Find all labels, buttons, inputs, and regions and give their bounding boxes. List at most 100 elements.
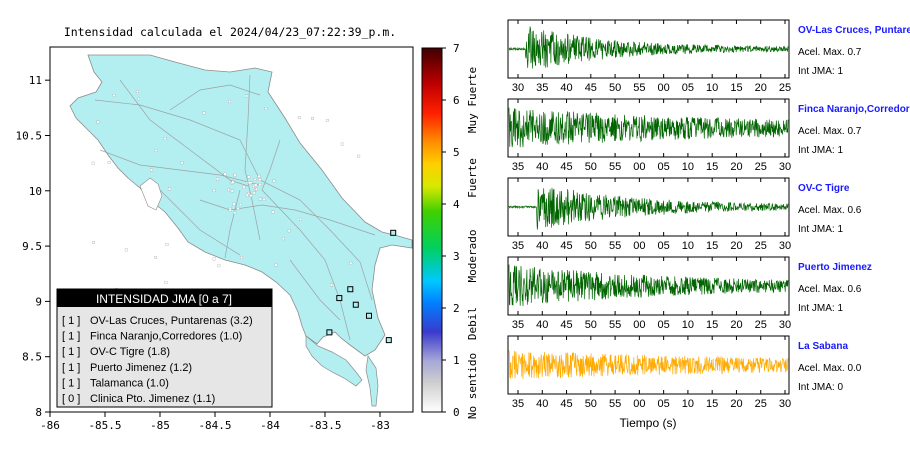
- time-tick-label: 40: [536, 319, 548, 331]
- time-tick-label: 25: [755, 398, 767, 410]
- town-dot: [258, 183, 262, 186]
- time-tick-label: 00: [633, 161, 645, 173]
- town-dot: [217, 264, 221, 268]
- waveform-panel: 35 40 45 50 55 00 05 10 15 20 25 30 Puerto Jimenez Ac…: [507, 256, 872, 331]
- town-dot: [272, 179, 276, 183]
- time-tick-label: 20: [730, 161, 742, 173]
- time-tick-label: 50: [585, 161, 597, 173]
- town-dot: [242, 185, 246, 189]
- town-dot: [349, 261, 353, 265]
- town-dot: [258, 197, 262, 201]
- colorbar-class-label: Moderado: [466, 230, 479, 283]
- town-dot: [91, 161, 95, 165]
- waveform-trace: [508, 26, 789, 69]
- town-dot: [297, 116, 301, 120]
- town-dot: [287, 229, 291, 233]
- town-dot: [239, 203, 242, 206]
- lat-tick-label: 11: [29, 74, 42, 87]
- legend-station-label: Talamanca (1.0): [90, 377, 169, 389]
- town-dot: [330, 283, 333, 287]
- town-dot: [231, 180, 235, 184]
- time-tick-label: 20: [730, 319, 742, 331]
- colorbar-tick-label: 5: [453, 146, 460, 159]
- station-marker: [385, 337, 392, 344]
- time-tick-label: 00: [633, 398, 645, 410]
- time-tick-label: 55: [609, 240, 621, 252]
- time-tick-label: 20: [730, 240, 742, 252]
- time-tick-label: 35: [536, 82, 548, 94]
- town-dot: [233, 211, 237, 215]
- lat-tick-label: 9.5: [22, 240, 42, 253]
- station-markers: [326, 229, 397, 344]
- time-tick-label: 10: [682, 398, 694, 410]
- town-dot: [253, 178, 257, 181]
- time-tick-label: 30: [779, 398, 791, 410]
- town-dot: [154, 255, 158, 259]
- time-tick-label: 10: [706, 82, 718, 94]
- time-tick-label: 25: [755, 240, 767, 252]
- town-dot: [135, 90, 139, 93]
- time-tick-label: 00: [633, 319, 645, 331]
- time-axis-label: Tiempo (s): [620, 416, 677, 430]
- town-dot: [228, 100, 231, 104]
- time-tick-label: 15: [706, 240, 718, 252]
- town-dot: [357, 154, 361, 158]
- legend-station-label: OV-Las Cruces, Puntarenas (3.2): [90, 315, 253, 327]
- colorbar-ticks: 0 1 2 3 4 5 6 7: [442, 42, 460, 419]
- time-tick-label: 45: [560, 398, 572, 410]
- waveform-panel: 35 40 45 50 55 00 05 10 15 20 25 30 OV-C Tigre Acel. …: [507, 177, 862, 252]
- waveform-trace: [508, 350, 789, 380]
- time-tick-label: 00: [633, 240, 645, 252]
- lon-tick-label: -84.5: [198, 419, 231, 432]
- station-marker: [390, 229, 397, 236]
- time-tick-label: 15: [706, 161, 718, 173]
- town-dot: [247, 175, 251, 179]
- lon-tick-label: -85.5: [88, 419, 121, 432]
- colorbar-class-label: Debil: [466, 307, 479, 340]
- lat-tick-label: 10.5: [16, 129, 43, 142]
- time-tick-label: 05: [658, 161, 670, 173]
- time-tick-label: 10: [682, 319, 694, 331]
- town-dot: [212, 189, 216, 192]
- time-tick-label: 55: [633, 82, 645, 94]
- waveform-panel: 35 40 45 50 55 00 05 10 15 20 25 30 La Sabana Acel. M…: [507, 335, 862, 410]
- time-tick-label: 45: [560, 240, 572, 252]
- colorbar-tick-label: 7: [453, 42, 460, 55]
- waveform-panel: 35 40 45 50 55 00 05 10 15 20 25 30 Finca Naranjo,Co…: [507, 98, 910, 173]
- town-dot: [107, 160, 111, 164]
- time-tick-label: 15: [706, 319, 718, 331]
- town-dot: [228, 208, 232, 212]
- town-dot: [257, 174, 261, 178]
- max-acceleration: Acel. Max. 0.6: [798, 205, 862, 216]
- station-marker: [366, 312, 372, 319]
- legend-jma-value: [ 1 ]: [62, 346, 80, 358]
- town-dot: [137, 97, 140, 101]
- town-dot: [92, 241, 96, 244]
- legend-jma-value: [ 1 ]: [62, 362, 80, 374]
- town-dot: [216, 177, 219, 181]
- legend-header: [57, 289, 272, 307]
- time-tick-label: 05: [682, 82, 694, 94]
- colorbar-scale: [421, 47, 443, 413]
- time-tick-label: 05: [658, 398, 670, 410]
- lon-tick-label: -84: [260, 419, 280, 432]
- town-dot: [254, 187, 258, 191]
- town-dot: [245, 193, 249, 197]
- legend-title: INTENSIDAD JMA [0 a 7]: [96, 292, 232, 306]
- time-tick-label: 50: [585, 240, 597, 252]
- legend-box: [56, 288, 273, 408]
- time-tick-label: 30: [779, 319, 791, 331]
- max-acceleration: Acel. Max. 0.0: [798, 363, 862, 374]
- town-dot: [252, 191, 256, 195]
- colorbar-tick-label: 1: [453, 354, 460, 367]
- town-dot: [299, 217, 302, 221]
- station-name: OV-Las Cruces, Puntarenas: [798, 25, 910, 36]
- colorbar-labels: No sentido Debil Moderado Fuerte Muy Fuerte: [466, 67, 479, 419]
- town-dot: [112, 94, 116, 97]
- intensity-legend: INTENSIDAD JMA [0 a 7] [ 1 ] OV-Las Cruce…: [56, 288, 273, 408]
- time-tick-label: 20: [730, 398, 742, 410]
- colorbar-tick-label: 6: [453, 94, 460, 107]
- town-dot: [325, 118, 329, 122]
- waveform-trace: [508, 264, 789, 307]
